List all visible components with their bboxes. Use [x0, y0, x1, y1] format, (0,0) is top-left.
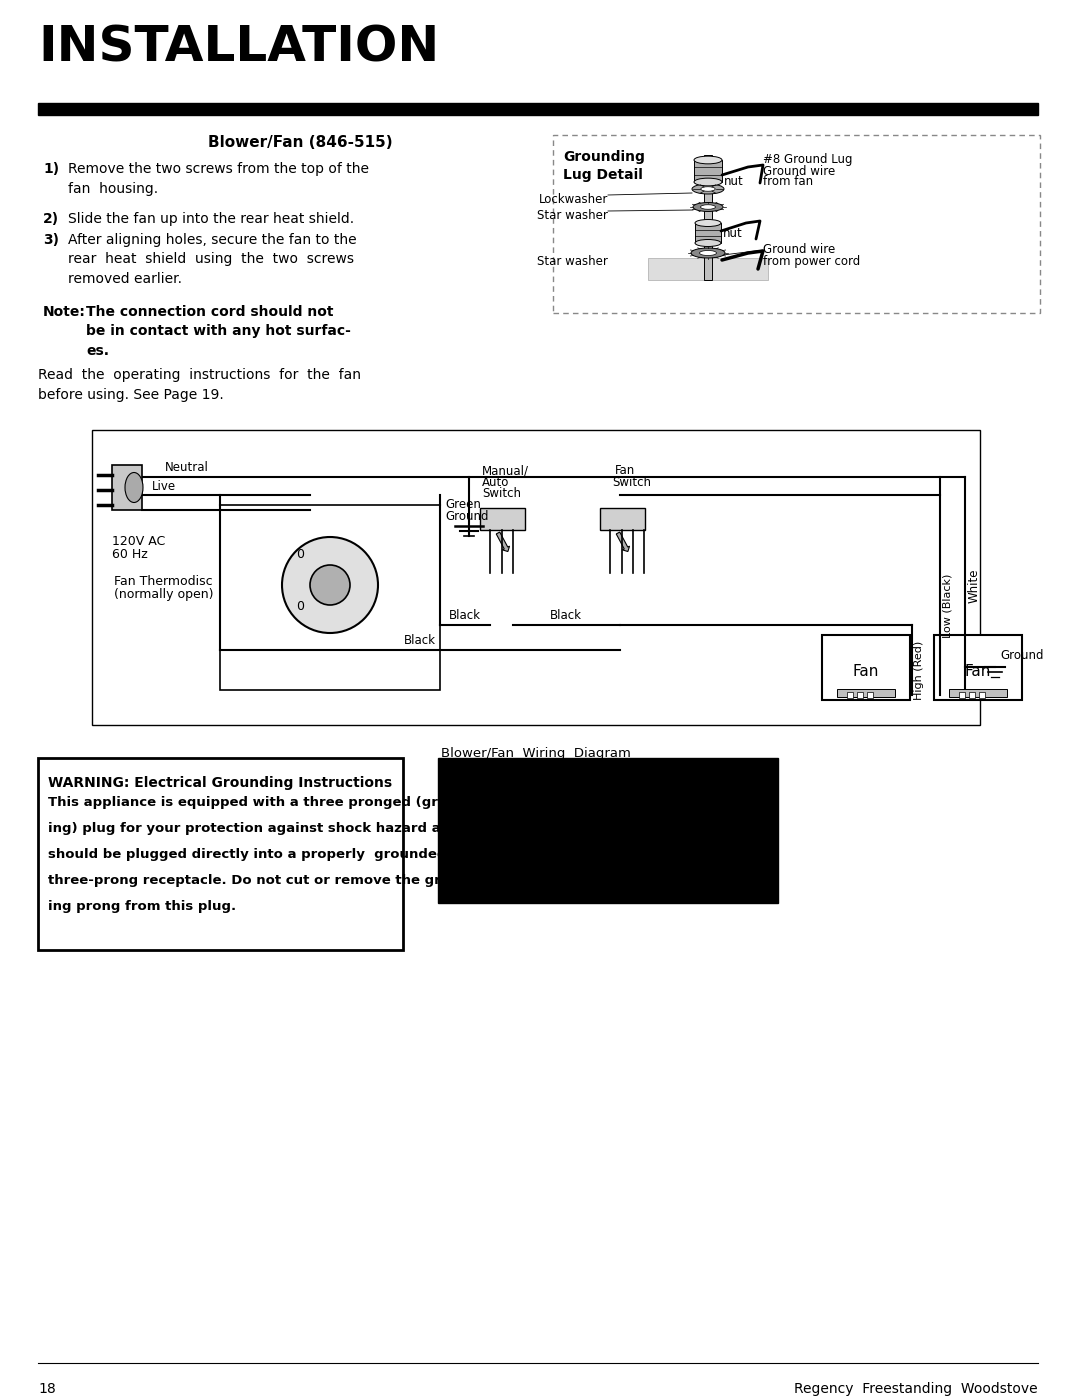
Ellipse shape: [701, 187, 715, 191]
Bar: [600, 509, 645, 529]
Text: Black: Black: [550, 609, 582, 622]
Text: Star washer: Star washer: [537, 210, 608, 222]
Text: 60 Hz: 60 Hz: [112, 548, 148, 562]
Text: nut: nut: [723, 226, 743, 240]
Bar: [822, 636, 910, 700]
Text: Neutral: Neutral: [165, 461, 208, 474]
Ellipse shape: [700, 250, 716, 256]
Text: ing) plug for your protection against shock hazard and: ing) plug for your protection against sh…: [48, 821, 459, 835]
Text: #8 Ground Lug: #8 Ground Lug: [762, 154, 852, 166]
Text: 1): 1): [43, 162, 59, 176]
Ellipse shape: [696, 219, 721, 226]
Text: Ground wire: Ground wire: [762, 165, 835, 177]
Text: Blower/Fan  Wiring  Diagram: Blower/Fan Wiring Diagram: [441, 747, 631, 760]
Bar: [694, 161, 723, 182]
Bar: [480, 509, 525, 529]
Text: Black: Black: [404, 634, 436, 647]
Bar: [220, 504, 440, 690]
Text: Regency  Freestanding  Woodstove: Regency Freestanding Woodstove: [795, 1382, 1038, 1396]
Text: nut: nut: [724, 175, 744, 189]
Text: Ground wire: Ground wire: [762, 243, 835, 256]
Text: 18: 18: [38, 1382, 56, 1396]
Ellipse shape: [701, 205, 715, 210]
Text: from power cord: from power cord: [762, 256, 861, 268]
Text: Live: Live: [152, 481, 176, 493]
Bar: [934, 636, 1022, 700]
Text: High (Red): High (Red): [914, 640, 924, 700]
Text: Green: Green: [445, 497, 481, 511]
Ellipse shape: [693, 203, 723, 211]
Text: from fan: from fan: [762, 175, 813, 189]
Text: Read  the  operating  instructions  for  the  fan
before using. See Page 19.: Read the operating instructions for the …: [38, 367, 361, 401]
Bar: [696, 224, 721, 243]
Text: Fan: Fan: [964, 665, 991, 679]
Text: Lockwasher: Lockwasher: [539, 193, 608, 205]
Ellipse shape: [691, 249, 725, 258]
Text: ing prong from this plug.: ing prong from this plug.: [48, 900, 237, 914]
Text: Blower/Fan (846-515): Blower/Fan (846-515): [207, 136, 392, 149]
Text: WARNING: Electrical Grounding Instructions: WARNING: Electrical Grounding Instructio…: [48, 775, 392, 789]
Text: Switch: Switch: [612, 476, 651, 489]
Text: Auto: Auto: [482, 476, 510, 489]
Bar: [959, 692, 966, 698]
Bar: [867, 692, 873, 698]
FancyArrow shape: [496, 532, 510, 552]
Text: 0: 0: [296, 549, 303, 562]
Text: Switch: Switch: [482, 488, 521, 500]
Text: Note:: Note:: [43, 305, 86, 319]
Text: The connection cord should not
be in contact with any hot surfac-
es.: The connection cord should not be in con…: [86, 305, 351, 358]
Bar: [969, 692, 975, 698]
Bar: [92, 430, 980, 725]
Text: Ground: Ground: [1000, 650, 1043, 662]
Text: After aligning holes, secure the fan to the
rear  heat  shield  using  the  two : After aligning holes, secure the fan to …: [68, 233, 356, 286]
Text: Remove the two screws from the top of the
fan  housing.: Remove the two screws from the top of th…: [68, 162, 369, 196]
Text: Star washer: Star washer: [537, 256, 608, 268]
Text: 120V AC: 120V AC: [112, 535, 165, 548]
Text: three-prong receptacle. Do not cut or remove the ground-: three-prong receptacle. Do not cut or re…: [48, 875, 484, 887]
Text: 3): 3): [43, 233, 59, 247]
Bar: [553, 136, 1040, 313]
Text: Fan: Fan: [853, 665, 879, 679]
FancyArrow shape: [617, 532, 630, 552]
Text: Grounding
Lug Detail: Grounding Lug Detail: [563, 149, 645, 183]
Bar: [858, 692, 863, 698]
Circle shape: [310, 564, 350, 605]
Text: 2): 2): [43, 212, 59, 226]
Circle shape: [282, 536, 378, 633]
Text: INSTALLATION: INSTALLATION: [38, 24, 440, 73]
Bar: [978, 692, 985, 698]
Text: Ground: Ground: [445, 510, 488, 522]
Ellipse shape: [694, 156, 723, 163]
Ellipse shape: [692, 184, 724, 194]
Bar: [38, 103, 1038, 115]
Bar: [112, 465, 141, 510]
Bar: [438, 759, 778, 902]
Text: Fan Thermodisc: Fan Thermodisc: [114, 576, 213, 588]
Text: Slide the fan up into the rear heat shield.: Slide the fan up into the rear heat shie…: [68, 212, 354, 226]
Text: Fan: Fan: [615, 464, 635, 476]
Bar: [949, 689, 1007, 697]
Bar: [38, 759, 403, 950]
Bar: [837, 689, 895, 697]
Bar: [704, 155, 712, 279]
Text: 0: 0: [296, 601, 303, 613]
Text: (normally open): (normally open): [114, 588, 214, 601]
Text: This appliance is equipped with a three pronged (ground-: This appliance is equipped with a three …: [48, 796, 481, 809]
Text: Low (Black): Low (Black): [942, 574, 951, 638]
Text: Manual/: Manual/: [482, 464, 529, 476]
Ellipse shape: [694, 179, 723, 186]
Ellipse shape: [125, 472, 143, 503]
Text: Black: Black: [449, 609, 481, 622]
Bar: [847, 692, 853, 698]
Ellipse shape: [696, 239, 721, 246]
Text: White: White: [968, 569, 981, 604]
Text: should be plugged directly into a properly  grounded: should be plugged directly into a proper…: [48, 848, 446, 861]
Bar: [648, 258, 768, 279]
